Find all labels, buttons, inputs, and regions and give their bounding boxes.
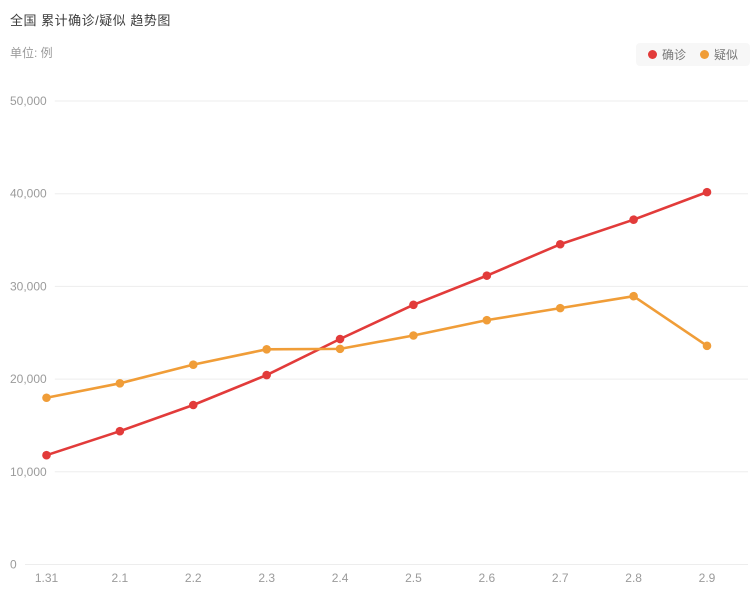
series-line-疑似: [45, 294, 709, 400]
legend-item-suspected[interactable]: 疑似: [699, 46, 738, 63]
y-tick-label-backing: [8, 278, 55, 295]
suspected-legend-dot-icon: [699, 50, 709, 59]
data-point-确诊-2.4: [335, 334, 345, 344]
page-title: 全国 累计确诊/疑似 趋势图: [10, 13, 171, 28]
x-axis-tick-label: 2.5: [405, 571, 422, 585]
x-axis-tick-label: 2.7: [552, 571, 569, 585]
confirmed-legend-dot-icon: [647, 50, 657, 59]
chart-legend: 确诊 疑似: [635, 43, 750, 66]
data-point-确诊-2.8: [629, 215, 638, 224]
x-axis-tick-label: 2.9: [699, 571, 716, 585]
y-axis-tick-label: 10,000: [10, 465, 47, 479]
data-point-确诊-2.5: [409, 300, 418, 310]
data-point-确诊-1.31: [42, 450, 51, 460]
data-point-疑似-1.31: [42, 393, 51, 403]
y-tick-label-backing: [8, 185, 55, 202]
data-point-疑似-2.9: [702, 341, 712, 351]
data-point-疑似-2.5: [409, 331, 418, 340]
series-line-确诊: [45, 190, 709, 457]
y-tick-label-backing: [8, 93, 55, 109]
data-point-疑似-2.2: [188, 360, 198, 369]
y-axis-tick-label: 0: [10, 558, 17, 572]
y-tick-label-backing: [8, 556, 21, 573]
y-tick-label-backing: [8, 463, 55, 480]
data-point-疑似-2.4: [335, 344, 345, 354]
y-axis-tick-label: 50,000: [10, 94, 47, 108]
data-point-确诊-2.9: [702, 187, 712, 197]
data-point-疑似-2.1: [115, 379, 125, 388]
y-axis-tick-label: 20,000: [10, 372, 47, 386]
data-point-确诊-2.1: [115, 426, 125, 436]
data-point-疑似-2.3: [262, 345, 271, 354]
x-axis-tick-label: 2.2: [185, 571, 202, 585]
y-axis-tick-label: 40,000: [10, 187, 47, 201]
x-axis-tick-label: 2.4: [332, 571, 349, 585]
x-axis-tick-label: 1.31: [35, 571, 59, 585]
suspected-legend-label: 疑似: [713, 48, 738, 62]
data-point-确诊-2.3: [262, 370, 271, 380]
x-axis-tick-label: 2.3: [258, 571, 275, 585]
data-point-疑似-2.6: [482, 315, 492, 325]
unit-label: 单位: 例: [10, 46, 53, 60]
x-axis-tick-label: 2.8: [625, 571, 642, 585]
data-point-确诊-2.7: [555, 239, 565, 249]
confirmed-legend-label: 确诊: [661, 48, 686, 62]
data-point-确诊-2.6: [482, 271, 492, 280]
data-point-确诊-2.2: [188, 400, 198, 410]
y-axis-tick-label: 30,000: [10, 279, 47, 293]
x-axis-tick-label: 2.6: [478, 571, 495, 585]
legend-item-confirmed[interactable]: 确诊: [647, 46, 686, 63]
data-point-疑似-2.8: [629, 291, 638, 301]
x-axis-tick-label: 2.1: [112, 571, 129, 585]
data-point-疑似-2.7: [555, 303, 565, 313]
y-tick-label-backing: [8, 371, 55, 388]
